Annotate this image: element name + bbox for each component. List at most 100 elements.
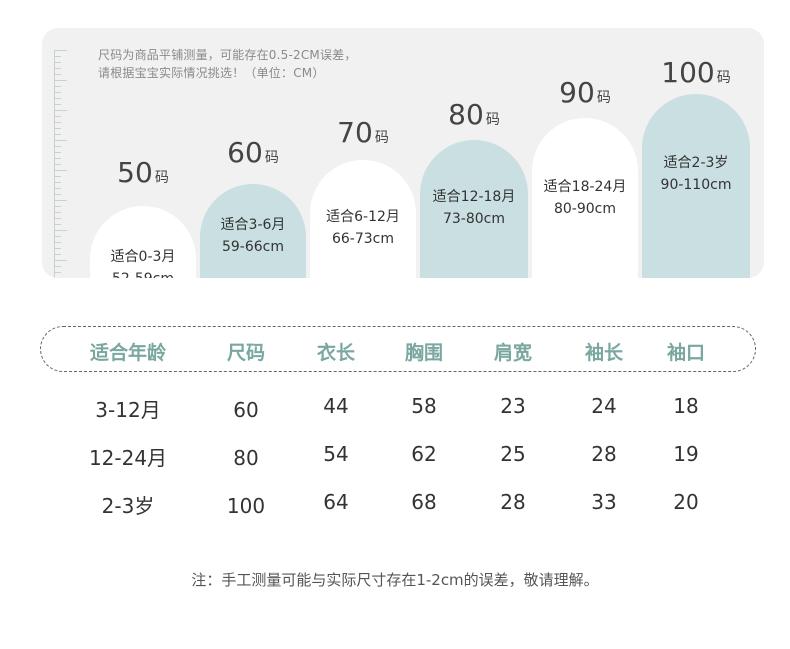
ruler-tick	[55, 242, 61, 243]
table-cell: 25	[500, 442, 526, 466]
ruler-tick	[55, 80, 67, 81]
table-cell: 28	[591, 442, 617, 466]
table-cell: 68	[411, 490, 437, 514]
ruler-tick	[55, 206, 61, 207]
ruler-tick	[55, 152, 61, 153]
ruler-tick	[55, 50, 67, 51]
size-label: 80 码	[420, 98, 528, 131]
ruler-tick	[55, 122, 61, 123]
size-number: 100	[661, 56, 715, 89]
size-number: 70	[337, 116, 373, 149]
table-header-cell: 肩宽	[493, 342, 533, 364]
age-range-text: 适合12-18月	[432, 189, 516, 205]
ruler-tick	[55, 128, 61, 129]
size-arch: 适合6-12月 66-73cm	[310, 160, 416, 278]
table-cell: 54	[323, 442, 349, 466]
size-column: 80 码适合12-18月 73-80cm	[420, 98, 528, 278]
age-range-text: 适合18-24月	[543, 179, 627, 195]
age-range-text: 适合2-3岁	[663, 155, 729, 171]
size-arch: 适合0-3月 52-59cm	[90, 206, 196, 278]
table-cell: 100	[226, 494, 266, 518]
ruler-tick	[55, 104, 61, 105]
ruler-tick	[55, 140, 67, 141]
ruler-tick	[55, 158, 61, 159]
ruler-tick	[55, 248, 61, 249]
size-number: 80	[448, 98, 484, 131]
ruler-tick	[55, 56, 61, 57]
ruler-tick	[55, 272, 61, 273]
table-header-cell: 衣长	[316, 342, 356, 364]
ruler-tick	[55, 74, 61, 75]
ruler-tick	[55, 62, 61, 63]
ruler-tick	[55, 200, 67, 201]
table-header-cell: 尺码	[226, 342, 266, 364]
age-range-text: 适合6-12月	[326, 209, 400, 225]
ruler-tick	[55, 98, 61, 99]
ruler-tick	[55, 92, 61, 93]
table-cell: 24	[591, 394, 617, 418]
height-range-text: 90-110cm	[660, 177, 732, 193]
size-column: 70 码适合6-12月 66-73cm	[310, 116, 416, 278]
ruler-tick	[55, 224, 61, 225]
ruler-tick	[55, 218, 61, 219]
ruler-tick	[55, 236, 61, 237]
ruler-tick	[55, 134, 61, 135]
size-unit: 码	[485, 112, 500, 128]
height-range-text: 66-73cm	[331, 231, 394, 247]
table-cell: 80	[233, 446, 259, 470]
footnote: 注：手工测量可能与实际尺寸存在1-2cm的误差，敬请理解。	[191, 571, 599, 589]
ruler-tick	[55, 188, 61, 189]
ruler-tick	[55, 266, 61, 267]
size-column: 100 码适合2-3岁 90-110cm	[642, 56, 750, 278]
table-cell: 58	[411, 394, 437, 418]
ruler-tick	[55, 86, 61, 87]
size-label: 100 码	[642, 56, 750, 89]
ruler-tick	[55, 194, 61, 195]
size-unit: 码	[264, 150, 279, 166]
height-range-text: 73-80cm	[442, 211, 505, 227]
table-cell: 19	[673, 442, 699, 466]
age-range-text: 适合3-6月	[220, 217, 286, 233]
table-cell: 3-12月	[95, 398, 161, 422]
table-header-bar	[40, 326, 756, 372]
size-chart-panel: 尺码为商品平铺测量，可能存在0.5-2CM误差， 请根据宝宝实际情况挑选！（单位…	[42, 28, 764, 278]
measurement-note: 尺码为商品平铺测量，可能存在0.5-2CM误差， 请根据宝宝实际情况挑选！（单位…	[98, 46, 357, 82]
note-line-1: 尺码为商品平铺测量，可能存在0.5-2CM误差，	[98, 48, 357, 62]
size-number: 50	[117, 156, 153, 189]
ruler-tick	[55, 164, 61, 165]
ruler-tick	[55, 110, 67, 111]
table-cell: 44	[323, 394, 349, 418]
size-unit: 码	[716, 70, 731, 86]
size-arch: 适合2-3岁 90-110cm	[642, 94, 750, 278]
ruler-tick	[55, 68, 61, 69]
size-unit: 码	[154, 170, 169, 186]
ruler-tick	[55, 254, 61, 255]
size-arch: 适合3-6月 59-66cm	[200, 184, 306, 278]
ruler-tick	[55, 182, 61, 183]
table-header-cell: 胸围	[404, 342, 444, 364]
height-range-text: 80-90cm	[553, 201, 616, 217]
size-label: 90 码	[532, 76, 638, 109]
ruler-tick	[55, 176, 61, 177]
ruler-tick	[55, 146, 61, 147]
size-arch: 适合12-18月 73-80cm	[420, 140, 528, 278]
ruler-tick	[55, 260, 67, 261]
table-header-cell: 袖口	[666, 342, 706, 364]
table-cell: 18	[673, 394, 699, 418]
height-range-text: 59-66cm	[221, 239, 284, 255]
ruler-tick	[55, 116, 61, 117]
height-range-text: 52-59cm	[90, 268, 196, 278]
table-cell: 20	[673, 490, 699, 514]
table-cell: 33	[591, 490, 617, 514]
size-label: 60 码	[200, 136, 306, 169]
table-cell: 60	[233, 398, 259, 422]
table-cell: 64	[323, 490, 349, 514]
table-cell: 2-3岁	[101, 494, 155, 518]
table-header-cell: 袖长	[584, 342, 624, 364]
table-cell: 28	[500, 490, 526, 514]
ruler-tick	[55, 212, 61, 213]
note-line-2: 请根据宝宝实际情况挑选！（单位：CM）	[98, 66, 325, 80]
size-column: 90 码适合18-24月 80-90cm	[532, 76, 638, 278]
table-header-cell: 适合年龄	[89, 342, 167, 364]
